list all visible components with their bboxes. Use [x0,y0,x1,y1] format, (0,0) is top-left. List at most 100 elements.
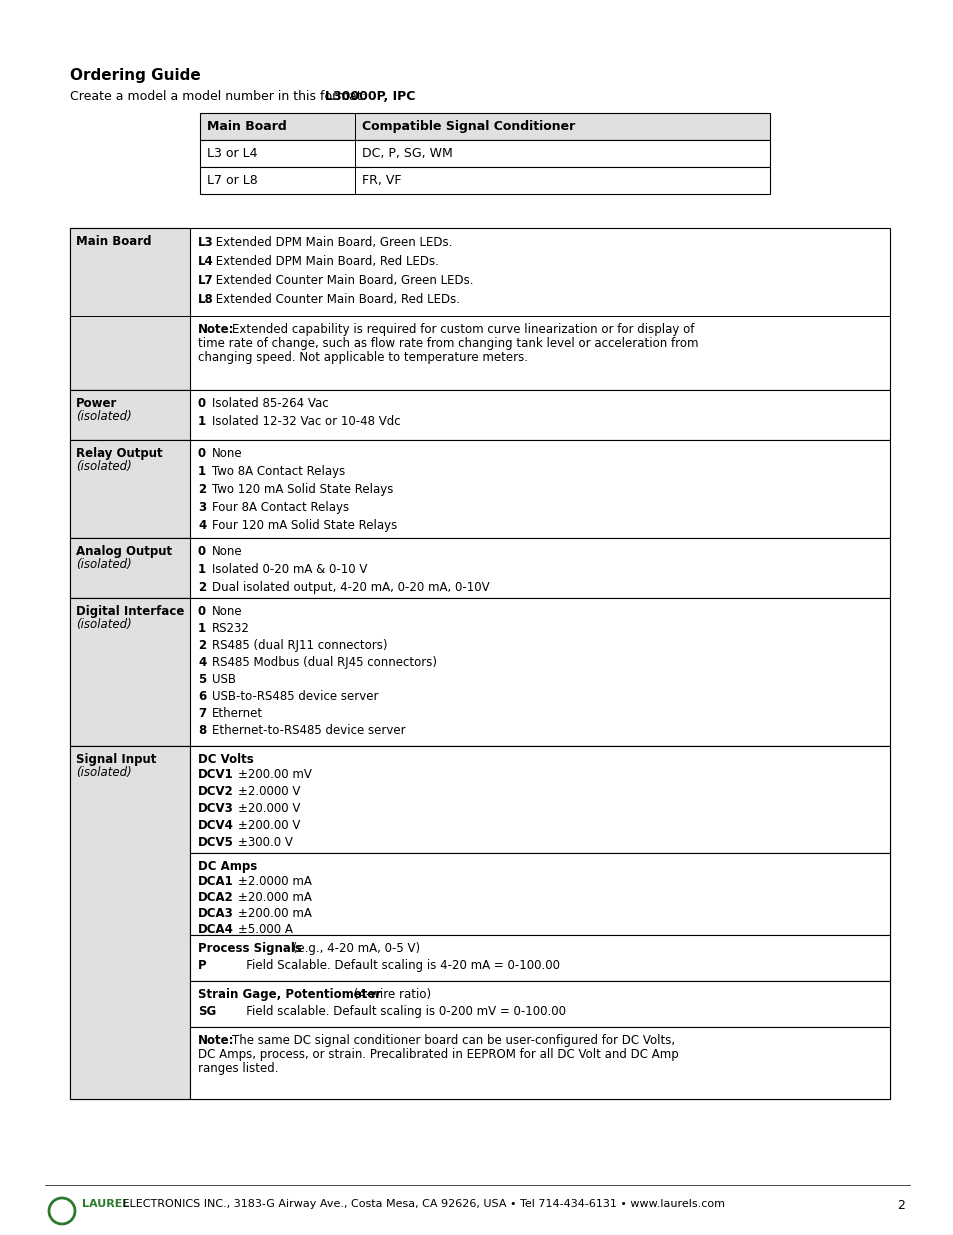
Bar [70,598,889,746]
Text: ±20.000 V: ±20.000 V [237,802,300,815]
Text: Strain Gage, Potentiometer: Strain Gage, Potentiometer [198,988,381,1002]
Text: 1: 1 [198,622,206,635]
Bar [190,935,889,981]
Text: None: None [212,605,242,618]
Text: ELECTRONICS INC., 3183-G Airway Ave., Costa Mesa, CA 92626, USA • Tel 714-434-61: ELECTRONICS INC., 3183-G Airway Ave., Co… [119,1199,724,1209]
Text: Analog Output: Analog Output [76,545,172,558]
Text: 1: 1 [198,563,206,576]
Text: (e.g., 4-20 mA, 0-5 V): (e.g., 4-20 mA, 0-5 V) [289,942,419,955]
Text: DCA4: DCA4 [198,923,233,936]
Text: DC Amps: DC Amps [198,860,257,873]
Text: ±200.00 mV: ±200.00 mV [237,768,312,781]
Text: RS485 (dual RJ11 connectors): RS485 (dual RJ11 connectors) [212,638,387,652]
Text: Power: Power [76,396,117,410]
Text: Main Board: Main Board [207,120,287,133]
Text: Extended Counter Main Board, Green LEDs.: Extended Counter Main Board, Green LEDs. [212,274,473,287]
Text: 2: 2 [198,483,206,496]
Text: (isolated): (isolated) [76,558,132,571]
Text: DCV1: DCV1 [198,768,233,781]
Text: Isolated 85-264 Vac: Isolated 85-264 Vac [212,396,328,410]
Text: (isolated): (isolated) [76,618,132,631]
Text: 4: 4 [198,519,206,532]
Text: 5: 5 [198,673,206,685]
Text: 6: 6 [198,690,206,703]
Text: DCV3: DCV3 [198,802,233,815]
Text: 0: 0 [198,396,206,410]
Bar [70,440,190,538]
Text: L: L [57,1203,67,1216]
Text: Ethernet-to-RS485 device server: Ethernet-to-RS485 device server [212,724,405,737]
Text: ±200.00 mA: ±200.00 mA [237,906,312,920]
Text: DCA1: DCA1 [198,876,233,888]
Bar [190,1028,889,1099]
Text: Extended Counter Main Board, Red LEDs.: Extended Counter Main Board, Red LEDs. [212,293,459,306]
Text: Four 8A Contact Relays: Four 8A Contact Relays [212,501,349,514]
Text: Dual isolated output, 4-20 mA, 0-20 mA, 0-10V: Dual isolated output, 4-20 mA, 0-20 mA, … [212,580,489,594]
Bar [70,746,889,1099]
Bar [200,112,769,140]
Text: Ethernet: Ethernet [212,706,263,720]
Bar [70,228,190,390]
Text: ranges listed.: ranges listed. [198,1062,278,1074]
Bar [190,853,889,935]
Text: Extended capability is required for custom curve linearization or for display of: Extended capability is required for cust… [232,324,694,336]
Text: DC, P, SG, WM: DC, P, SG, WM [361,147,453,161]
Text: Create a model a model number in this format:: Create a model a model number in this fo… [70,90,370,103]
Text: Isolated 0-20 mA & 0-10 V: Isolated 0-20 mA & 0-10 V [212,563,367,576]
Text: Two 120 mA Solid State Relays: Two 120 mA Solid State Relays [212,483,393,496]
Text: 0: 0 [198,545,206,558]
Text: L7: L7 [198,274,213,287]
Text: DCV5: DCV5 [198,836,233,848]
Text: LAUREL: LAUREL [82,1199,130,1209]
Text: changing speed. Not applicable to temperature meters.: changing speed. Not applicable to temper… [198,351,527,364]
Text: Signal Input: Signal Input [76,753,156,766]
Text: 1: 1 [198,415,206,429]
Text: RS232: RS232 [212,622,250,635]
Text: 2: 2 [896,1199,904,1212]
Text: DCA2: DCA2 [198,890,233,904]
Bar [70,538,889,598]
Text: ±200.00 V: ±200.00 V [237,819,300,832]
Text: time rate of change, such as flow rate from changing tank level or acceleration : time rate of change, such as flow rate f… [198,337,698,350]
Text: (isolated): (isolated) [76,459,132,473]
Text: 2: 2 [198,638,206,652]
Text: ±20.000 mA: ±20.000 mA [237,890,312,904]
Text: ±300.0 V: ±300.0 V [237,836,293,848]
Circle shape [49,1198,75,1224]
Text: Field Scalable. Default scaling is 4-20 mA = 0-100.00: Field Scalable. Default scaling is 4-20 … [220,960,559,972]
Text: None: None [212,545,242,558]
Text: Note:: Note: [198,324,234,336]
Text: 8: 8 [198,724,206,737]
Text: 0: 0 [198,605,206,618]
Text: DCV4: DCV4 [198,819,233,832]
Text: Note:: Note: [198,1034,234,1047]
Text: ±2.0000 mA: ±2.0000 mA [237,876,312,888]
Text: USB-to-RS485 device server: USB-to-RS485 device server [212,690,378,703]
Text: Extended DPM Main Board, Red LEDs.: Extended DPM Main Board, Red LEDs. [212,254,438,268]
Text: 1: 1 [198,466,206,478]
Text: Field scalable. Default scaling is 0-200 mV = 0-100.00: Field scalable. Default scaling is 0-200… [220,1005,565,1018]
Text: Extended DPM Main Board, Green LEDs.: Extended DPM Main Board, Green LEDs. [212,236,452,249]
Text: Two 8A Contact Relays: Two 8A Contact Relays [212,466,345,478]
Bar [70,390,190,440]
Text: USB: USB [212,673,235,685]
Text: DCV2: DCV2 [198,785,233,798]
Text: Relay Output: Relay Output [76,447,162,459]
Text: L8: L8 [198,293,213,306]
Text: FR, VF: FR, VF [361,174,401,186]
Text: 4: 4 [198,656,206,669]
Text: DC Amps, process, or strain. Precalibrated in EEPROM for all DC Volt and DC Amp: DC Amps, process, or strain. Precalibrat… [198,1049,678,1061]
Text: 2: 2 [198,580,206,594]
Text: Digital Interface: Digital Interface [76,605,184,618]
Text: (4-wire ratio): (4-wire ratio) [350,988,431,1002]
Bar [70,598,190,746]
Text: 7: 7 [198,706,206,720]
Text: None: None [212,447,242,459]
Text: L4: L4 [198,254,213,268]
Text: L7 or L8: L7 or L8 [207,174,257,186]
Bar [70,440,889,538]
Text: ±2.0000 V: ±2.0000 V [237,785,300,798]
Bar [70,390,889,440]
Text: SG: SG [198,1005,216,1018]
Text: Compatible Signal Conditioner: Compatible Signal Conditioner [361,120,575,133]
